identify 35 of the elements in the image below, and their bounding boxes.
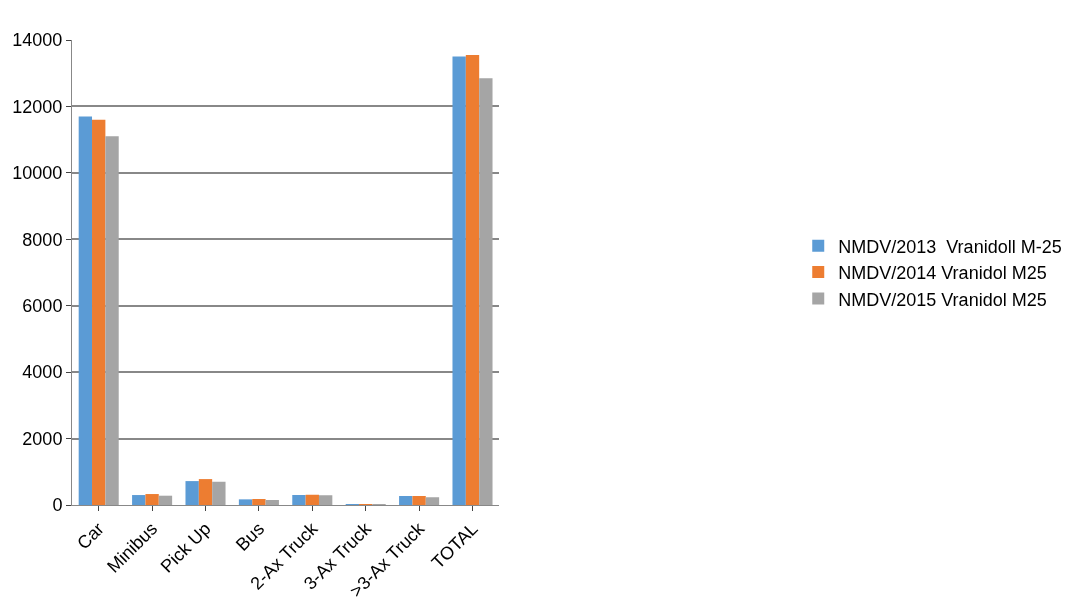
bar — [158, 495, 173, 505]
bar — [92, 119, 106, 505]
x-tick-label: Car — [73, 518, 108, 554]
bar — [399, 496, 413, 505]
x-tick-label: Bus — [232, 518, 269, 555]
bar — [145, 494, 159, 505]
bar — [425, 497, 440, 505]
legend-label: NMDV/2013 Vranidoll M-25 — [838, 236, 1062, 257]
bar — [105, 136, 119, 505]
y-tick-label: 0 — [52, 495, 63, 516]
y-tick-label: 12000 — [12, 96, 63, 117]
legend-label: NMDV/2015 Vranidol M25 — [838, 289, 1047, 310]
bar — [212, 481, 226, 505]
y-tick-label: 10000 — [12, 163, 63, 184]
bar — [198, 479, 213, 505]
bar — [185, 481, 199, 505]
y-tick-label: 6000 — [22, 296, 63, 317]
bar — [465, 54, 480, 505]
bar — [479, 78, 493, 505]
legend-label: NMDV/2014 Vranidol M25 — [838, 263, 1047, 284]
bar — [265, 500, 279, 505]
y-tick-label: 8000 — [22, 229, 63, 250]
y-tick-label: 4000 — [22, 362, 63, 383]
bar — [412, 496, 426, 505]
bar — [78, 116, 93, 505]
bar — [305, 494, 319, 505]
x-tick-label: Pick Up — [156, 518, 215, 577]
bar — [292, 495, 306, 505]
bar — [318, 495, 333, 505]
y-tick-label: 14000 — [12, 30, 63, 51]
bar — [238, 499, 253, 505]
bar — [452, 56, 466, 505]
bar — [252, 499, 266, 505]
bar — [132, 495, 146, 505]
y-tick-label: 2000 — [22, 428, 63, 449]
